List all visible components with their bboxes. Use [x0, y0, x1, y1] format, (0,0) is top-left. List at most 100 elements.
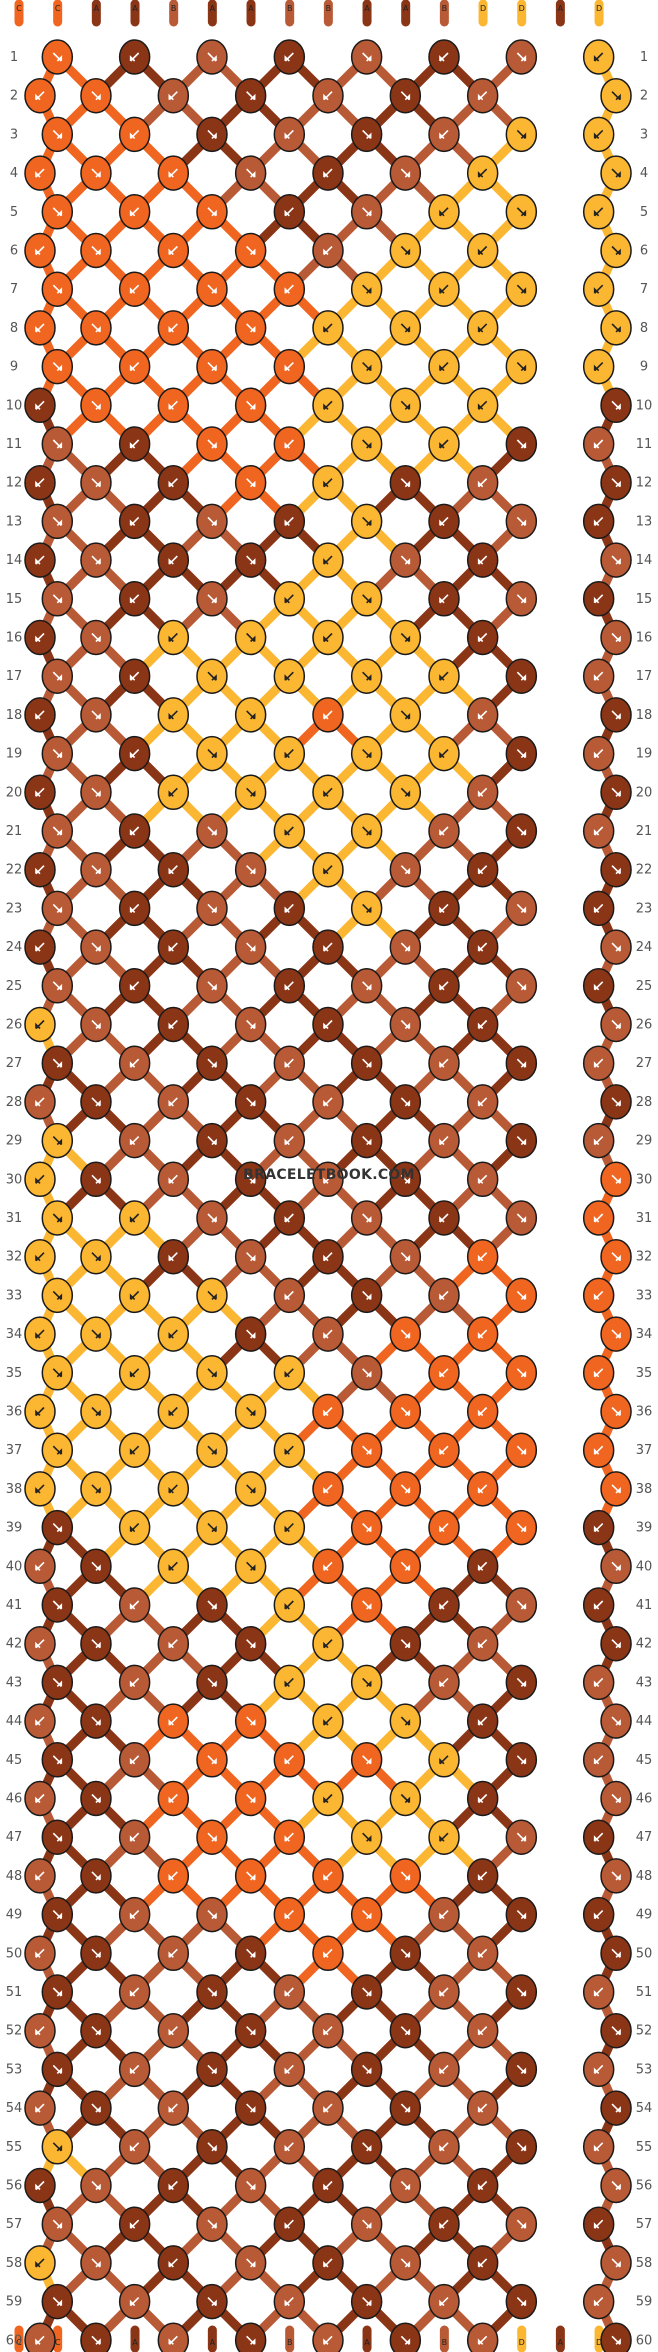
arrow-head-icon — [615, 325, 621, 333]
arrow-icon — [400, 1019, 410, 1030]
arrow-head-icon — [615, 480, 621, 488]
row-number-right: 20 — [636, 785, 653, 800]
arrow-icon — [594, 2142, 604, 2152]
arrow-icon — [611, 1948, 621, 1958]
row-number-right: 37 — [636, 1443, 653, 1458]
arrow-icon — [91, 1561, 101, 1571]
row-number-left: 15 — [6, 592, 23, 607]
arrow-icon — [611, 555, 621, 565]
arrow-icon — [439, 1290, 449, 1300]
row-number-left: 39 — [6, 1521, 23, 1536]
arrow-icon — [130, 1058, 140, 1068]
row-number-right: 24 — [636, 940, 653, 955]
arrow-icon — [323, 1019, 333, 1030]
arrow-icon — [284, 826, 294, 836]
arrow-icon — [516, 1213, 526, 1223]
arrow-icon — [362, 129, 372, 139]
arrow-icon — [323, 1174, 333, 1184]
arrow-head-icon — [129, 1448, 136, 1455]
arrow-icon — [516, 1290, 526, 1300]
arrow-icon — [52, 1832, 62, 1842]
arrow-head-icon — [439, 1061, 445, 1068]
arrow-icon — [35, 1329, 45, 1339]
arrow-icon — [400, 1097, 410, 1107]
arrow-icon — [611, 2103, 621, 2113]
arrow-head-icon — [477, 1641, 484, 1649]
arrow-head-icon — [250, 171, 256, 178]
arrow-icon — [516, 129, 526, 139]
arrow-icon — [594, 1445, 604, 1455]
arrow-icon — [35, 478, 45, 488]
arrow-icon — [246, 1174, 256, 1184]
arrow-head-icon — [284, 287, 290, 294]
arrow-icon — [478, 323, 488, 333]
arrow-head-icon — [250, 2028, 256, 2036]
arrow-head-icon — [439, 209, 445, 217]
string-label: C — [16, 4, 22, 13]
arrow-head-icon — [477, 2183, 484, 2191]
arrow-icon — [91, 168, 101, 178]
arrow-head-icon — [593, 1912, 600, 1920]
arrow-head-icon — [56, 1990, 63, 1997]
arrow-head-icon — [439, 1603, 445, 1610]
row-number-left: 55 — [6, 2140, 23, 2155]
arrow-icon — [323, 1406, 333, 1417]
arrow-head-icon — [56, 674, 63, 681]
row-number-left: 26 — [6, 1018, 23, 1033]
arrow-icon — [168, 1406, 178, 1417]
arrow-head-icon — [129, 1061, 136, 1068]
arrow-head-icon — [439, 1757, 445, 1765]
arrow-head-icon — [520, 1061, 527, 1068]
row-number-left: 20 — [6, 785, 23, 800]
arrow-head-icon — [95, 2028, 101, 2036]
arrow-head-icon — [477, 1564, 484, 1571]
arrow-icon — [400, 2026, 410, 2036]
arrow-icon — [516, 439, 526, 449]
arrow-icon — [52, 1910, 62, 1920]
arrow-icon — [207, 516, 217, 526]
arrow-icon — [284, 1987, 294, 1997]
arrow-icon — [168, 1716, 178, 1726]
arrow-head-icon — [593, 1216, 600, 1223]
arrow-icon — [362, 1290, 372, 1300]
arrow-icon — [284, 129, 294, 139]
arrow-icon — [91, 91, 101, 101]
arrow-head-icon — [323, 1332, 329, 1339]
arrow-head-icon — [439, 2299, 445, 2307]
string-label: A — [132, 4, 138, 13]
arrow-icon — [91, 2335, 101, 2345]
arrow-head-icon — [284, 55, 290, 62]
arrow-icon — [35, 865, 45, 875]
arrow-icon — [594, 52, 604, 62]
arrow-head-icon — [323, 1486, 329, 1494]
arrow-head-icon — [129, 364, 136, 372]
arrow-icon — [130, 2064, 140, 2074]
arrow-icon — [246, 1019, 256, 1030]
arrow-head-icon — [615, 1486, 621, 1494]
arrow-icon — [52, 1368, 62, 1378]
arrow-icon — [594, 1832, 604, 1842]
arrow-head-icon — [520, 1293, 527, 1300]
arrow-head-icon — [211, 519, 217, 526]
arrow-head-icon — [593, 209, 600, 217]
arrow-head-icon — [129, 1835, 136, 1842]
row-number-right: 17 — [636, 669, 653, 684]
arrow-head-icon — [168, 1099, 174, 1107]
arrow-head-icon — [211, 751, 217, 759]
arrow-icon — [439, 516, 449, 526]
row-number-right: 22 — [636, 863, 653, 878]
arrow-head-icon — [520, 983, 527, 991]
arrow-icon — [207, 1987, 217, 1997]
arrow-icon — [594, 671, 604, 681]
arrow-icon — [611, 245, 621, 256]
arrow-icon — [478, 1871, 488, 1881]
arrow-icon — [594, 2219, 604, 2229]
arrow-head-icon — [323, 2260, 329, 2268]
arrow-icon — [594, 284, 604, 294]
arrow-icon — [207, 439, 217, 449]
row-number-left: 27 — [6, 1056, 23, 1071]
arrow-icon — [168, 91, 178, 101]
arrow-icon — [91, 1174, 101, 1184]
arrow-icon — [91, 2180, 101, 2191]
